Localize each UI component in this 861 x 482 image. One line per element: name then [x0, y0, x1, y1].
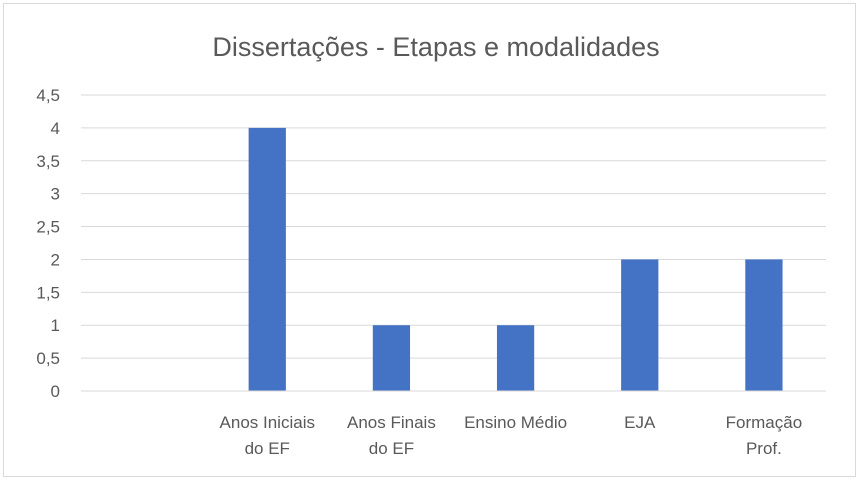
y-tick-label: 0,5 — [36, 349, 60, 368]
y-tick-label: 3,5 — [36, 152, 60, 171]
x-category-label: EJA — [624, 413, 656, 432]
y-tick-label: 0 — [51, 382, 60, 401]
y-axis-tick-labels: 0 0,5 1 1,5 2 2,5 3 3,5 4 4,5 — [36, 86, 60, 401]
x-category-label: Formação — [726, 413, 803, 432]
y-tick-label: 4,5 — [36, 86, 60, 105]
x-axis-category-labels: Anos Iniciais do EF Anos Finais do EF Ensino… — [220, 413, 803, 458]
bar — [621, 259, 659, 391]
x-category-label: do EF — [369, 439, 414, 458]
x-category-label: do EF — [245, 439, 290, 458]
bar — [248, 127, 286, 391]
chart-frame: Dissertações - Etapas e modalidades 0 0,5… — [3, 3, 856, 477]
chart-title: Dissertações - Etapas e modalidades — [212, 32, 659, 62]
y-tick-label: 2,5 — [36, 218, 60, 237]
x-category-label: Anos Iniciais — [220, 413, 315, 432]
bar-chart: Dissertações - Etapas e modalidades 0 0,5… — [36, 32, 826, 458]
bar — [496, 325, 535, 391]
y-tick-label: 4 — [51, 119, 60, 138]
y-tick-label: 1 — [51, 316, 60, 335]
x-category-label: Ensino Médio — [464, 413, 567, 432]
bars — [248, 127, 783, 391]
y-tick-label: 3 — [51, 185, 60, 204]
bar — [372, 325, 411, 391]
bar — [745, 259, 783, 391]
y-tick-label: 1,5 — [36, 283, 60, 302]
y-tick-label: 2 — [51, 250, 60, 269]
x-category-label: Prof. — [746, 439, 782, 458]
grid-lines — [81, 94, 826, 359]
x-category-label: Anos Finais — [347, 413, 436, 432]
